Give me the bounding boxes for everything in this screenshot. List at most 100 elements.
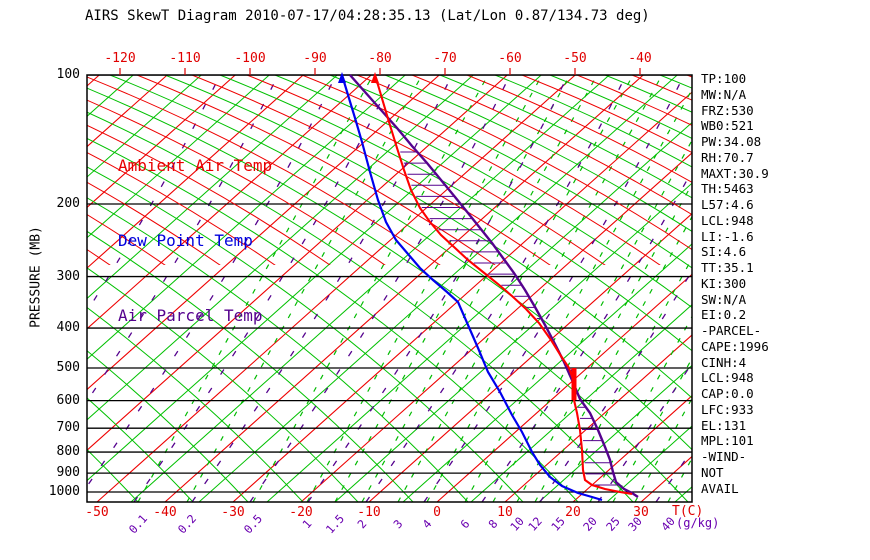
dry-adiabat-line <box>87 230 414 502</box>
stat-line: WB0:521 <box>701 118 754 134</box>
dry-adiabat-line <box>87 306 304 502</box>
dry-adiabat-line <box>87 267 359 502</box>
bottom-temp-label: -30 <box>221 505 245 520</box>
mixing-ratio-line <box>492 139 692 502</box>
temp-unit-label: T(C) <box>672 504 704 519</box>
mixing-ratio-line <box>667 457 692 502</box>
dry-adiabat-line <box>770 75 870 502</box>
bottom-temp-label: -20 <box>289 505 313 520</box>
dry-adiabat-line <box>384 75 692 233</box>
pressure-tick-label: 300 <box>56 268 80 284</box>
isotherm-major-line <box>164 75 644 502</box>
mixing-unit-label: (g/kg) <box>676 516 720 530</box>
isotherm-major-line <box>368 212 692 502</box>
moist-adiabat-line <box>133 75 395 502</box>
pressure-tick-label: 200 <box>56 196 80 212</box>
dry-adiabat-line <box>109 75 692 451</box>
bottom-temp-label: 20 <box>565 505 581 520</box>
dry-adiabat-upper-line <box>466 75 692 183</box>
dry-adiabat-line <box>274 75 692 309</box>
stat-line: SI:4.6 <box>701 244 747 260</box>
dry-adiabat-upper-line <box>521 75 692 154</box>
dry-adiabat-upper-line <box>87 181 221 265</box>
isotherm-minor-line <box>87 75 270 239</box>
isotherm-major-line <box>87 75 372 330</box>
stat-line: PW:34.08 <box>701 134 762 149</box>
bottom-temp-label: -40 <box>153 505 177 520</box>
isotherm-minor-line <box>130 75 610 502</box>
moist-adiabat-line <box>249 75 511 502</box>
isotherm-major-line <box>87 75 100 87</box>
bottom-temp-label: 30 <box>633 505 649 520</box>
dry-adiabat-upper-line <box>87 152 276 265</box>
upper-adiabats <box>87 75 870 502</box>
dewpoint-curve-arrow-icon <box>338 72 346 83</box>
page-title: AIRS SkewT Diagram 2010-07-17/04:28:35.1… <box>85 8 650 24</box>
bottom-temp-label: 10 <box>497 505 513 520</box>
stat-line: EI:0.2 <box>701 307 747 323</box>
bottom-temp-label: -50 <box>85 505 109 520</box>
air-parcel-temp-curve <box>349 74 639 498</box>
stat-line: CINH:4 <box>701 354 747 370</box>
dry-adiabat-upper-line <box>87 99 386 265</box>
dry-adiabat-line <box>87 197 469 502</box>
legend-air-parcel-temp: Air Parcel Temp <box>118 306 263 325</box>
moist-adiabat-line <box>423 75 685 502</box>
bottom-temp-label: -10 <box>357 505 381 520</box>
stat-line: LCL:948 <box>701 370 754 386</box>
isotherm-major-line <box>436 273 692 502</box>
dew-point-temp-curve <box>340 74 603 502</box>
moist-adiabat-line <box>365 75 627 502</box>
stat-line: CAP:0.0 <box>701 386 754 401</box>
top-temp-label: -40 <box>628 51 652 66</box>
dry-adiabat-upper-line <box>797 75 870 502</box>
mixing-ratio-line <box>361 75 598 502</box>
stat-line: RH:70.7 <box>701 149 754 165</box>
dry-adiabat-line <box>87 350 249 502</box>
dry-adiabat-upper-line <box>356 75 692 251</box>
mixing-ratio-line <box>426 75 663 502</box>
stat-line: TH:5463 <box>701 181 754 197</box>
dry-adiabat-upper-line <box>301 75 661 265</box>
legend: Ambient Air Temp Dew Point Temp Air Parc… <box>118 103 272 378</box>
stat-line: LCL:948 <box>701 212 754 228</box>
dry-adiabat-line <box>87 137 579 502</box>
isotherm-minor-line <box>606 425 692 502</box>
top-temp-label: -60 <box>498 51 522 66</box>
stat-line: SW:N/A <box>701 291 747 307</box>
legend-dew-point-temp: Dew Point Temp <box>118 231 253 250</box>
dry-adiabat-upper-line <box>87 249 111 265</box>
moist-adiabat-line <box>307 75 569 502</box>
isotherm-major-line <box>300 152 692 502</box>
stat-line: CAPE:1996 <box>701 338 769 354</box>
pressure-tick-label: 1000 <box>48 484 80 499</box>
pressure-tick-label: 600 <box>56 392 80 408</box>
mixing-ratio-line <box>252 75 489 502</box>
dry-adiabat-line <box>494 75 692 168</box>
stat-line: L57:4.6 <box>701 197 754 212</box>
mixing-ratio-line <box>186 75 423 502</box>
stat-line: MPL:101 <box>701 433 754 449</box>
isotherm-major-line <box>572 395 692 502</box>
stat-line: KI:300 <box>701 275 747 291</box>
stat-line: MW:N/A <box>701 86 747 102</box>
dry-adiabat-upper-line <box>191 75 551 265</box>
dry-adiabat-line <box>87 397 194 502</box>
isotherm-minor-line <box>402 243 692 502</box>
isotherm-minor-line <box>87 75 542 482</box>
dry-adiabat-line <box>549 75 692 140</box>
isotherm-major-line <box>0 75 31 502</box>
sounding-stats-column: TP:100 MW:N/A FRZ:530 WB0:521 PW:34.08 RH:70.… <box>701 71 769 496</box>
grid-lines <box>0 75 870 502</box>
ambient-curve-arrow-icon <box>371 72 379 83</box>
stat-line: TT:35.1 <box>701 260 754 275</box>
isotherm-minor-line <box>470 304 692 502</box>
isotherm-major-line <box>87 75 508 451</box>
moist-adiabat-line <box>87 75 221 313</box>
dry-adiabat-line <box>87 166 524 502</box>
isotherm-major-line <box>87 75 304 269</box>
pressure-tick-label: 800 <box>56 444 80 460</box>
isotherm-minor-line <box>87 75 134 117</box>
moist-adiabat-line <box>191 75 453 502</box>
